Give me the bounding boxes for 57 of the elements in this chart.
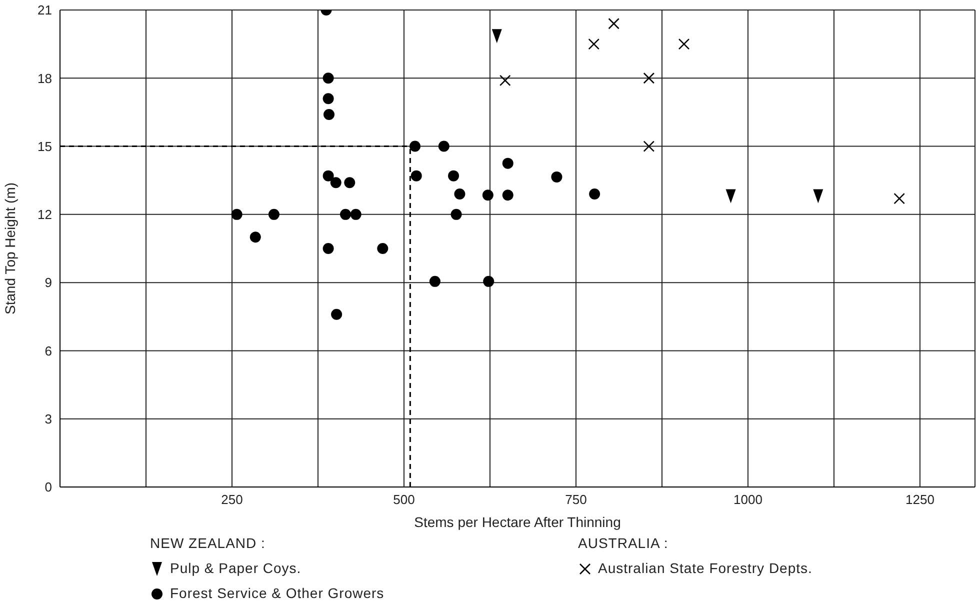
point (492, 29, 502, 44)
x-tick-label: 250 (221, 492, 243, 508)
y-tick-label: 3 (44, 411, 52, 426)
x-tick-label: 750 (565, 492, 587, 508)
y-axis-title: Stand Top Height (m) (2, 182, 18, 315)
point (643, 72, 655, 84)
point (250, 232, 261, 243)
x-tick-label: 1000 (734, 492, 762, 508)
x-tick-label: 500 (393, 492, 415, 508)
text: AUSTRALIA : (578, 535, 668, 551)
point (608, 18, 620, 30)
point (322, 72, 334, 84)
point (409, 140, 420, 152)
point (377, 243, 388, 254)
y-tick-label: 12 (38, 207, 52, 222)
y-tick-label: 18 (38, 70, 52, 86)
point (438, 140, 450, 152)
point (340, 208, 352, 220)
point (322, 243, 334, 254)
point (588, 38, 600, 50)
point (410, 170, 422, 182)
point (429, 276, 440, 287)
point (678, 38, 690, 50)
point (483, 276, 494, 287)
point (231, 208, 242, 220)
legend-label: Australian State Forestry Depts. (597, 560, 812, 576)
point (589, 188, 600, 200)
point (322, 93, 334, 104)
point (454, 188, 466, 200)
point (323, 108, 334, 120)
point (813, 189, 824, 204)
point (330, 177, 342, 188)
text: NEW ZEALAND : (150, 535, 266, 551)
point (322, 170, 334, 182)
point (450, 208, 462, 220)
point (331, 308, 342, 320)
y-tick-label: 6 (44, 343, 52, 358)
point (344, 177, 356, 188)
y-tick-label: 9 (44, 275, 52, 290)
y-tick-label: 21 (38, 2, 52, 18)
point (350, 208, 362, 220)
point (643, 140, 655, 152)
legend-label: Pulp & Paper Coys. (169, 560, 302, 576)
x-tick-label: 1250 (906, 492, 934, 508)
point (551, 171, 562, 182)
x-axis-title: Stems per Hectare After Thinning (414, 514, 621, 530)
point (482, 190, 494, 201)
y-tick-label: 0 (44, 480, 52, 495)
point (502, 158, 514, 169)
point (894, 192, 905, 204)
point (448, 170, 460, 182)
legend-label: Forest Service & Other Growers (169, 585, 384, 602)
point (502, 190, 514, 201)
y-tick-label: 15 (38, 138, 52, 154)
point (268, 208, 280, 220)
point (499, 74, 511, 86)
point (726, 189, 736, 204)
